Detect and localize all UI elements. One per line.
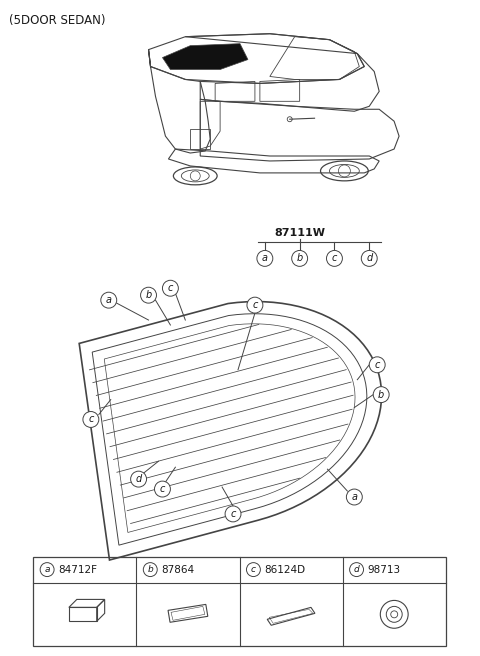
Text: 86124D: 86124D — [264, 565, 305, 575]
Circle shape — [247, 297, 263, 313]
Circle shape — [144, 563, 157, 577]
Text: d: d — [366, 253, 372, 264]
Text: 87111W: 87111W — [274, 228, 325, 237]
Text: c: c — [252, 300, 258, 310]
Circle shape — [131, 471, 146, 487]
Text: b: b — [297, 253, 303, 264]
Circle shape — [361, 251, 377, 266]
Circle shape — [83, 411, 99, 428]
Text: d: d — [135, 474, 142, 484]
Text: d: d — [354, 565, 360, 574]
Circle shape — [257, 251, 273, 266]
Polygon shape — [162, 44, 248, 70]
Text: 98713: 98713 — [368, 565, 401, 575]
Circle shape — [225, 506, 241, 522]
Text: c: c — [168, 283, 173, 293]
Circle shape — [373, 386, 389, 403]
Circle shape — [141, 287, 156, 303]
Text: b: b — [145, 290, 152, 300]
Text: c: c — [251, 565, 256, 574]
Circle shape — [326, 251, 342, 266]
Circle shape — [162, 280, 179, 297]
Circle shape — [101, 292, 117, 308]
Circle shape — [292, 251, 308, 266]
Circle shape — [349, 563, 363, 577]
Circle shape — [369, 357, 385, 373]
Text: c: c — [332, 253, 337, 264]
Text: (5DOOR SEDAN): (5DOOR SEDAN) — [9, 14, 106, 27]
Text: c: c — [160, 484, 165, 494]
Text: a: a — [351, 492, 357, 502]
Text: c: c — [230, 509, 236, 519]
Text: a: a — [106, 295, 112, 305]
Text: 84712F: 84712F — [58, 565, 97, 575]
Text: b: b — [378, 390, 384, 400]
Text: a: a — [44, 565, 50, 574]
Circle shape — [155, 481, 170, 497]
Text: c: c — [374, 359, 380, 370]
Text: c: c — [88, 415, 94, 424]
Bar — [69, 607, 96, 621]
Text: b: b — [147, 565, 153, 574]
Text: a: a — [262, 253, 268, 264]
Circle shape — [40, 563, 54, 577]
Text: 87864: 87864 — [161, 565, 194, 575]
Circle shape — [246, 563, 260, 577]
Bar — [33, 557, 446, 646]
Circle shape — [347, 489, 362, 505]
